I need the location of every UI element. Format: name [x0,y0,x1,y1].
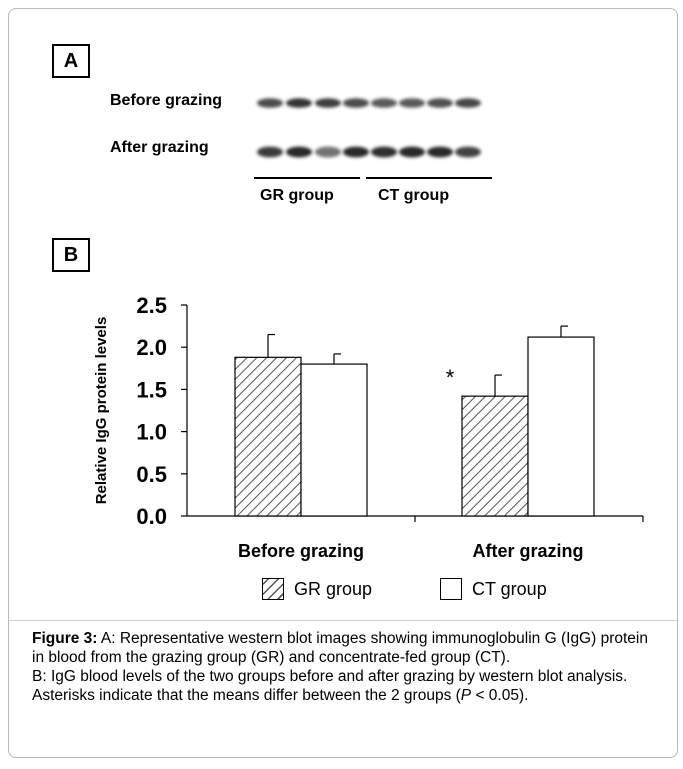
panel-a-label: A [52,44,90,78]
panel-b-label: B [52,238,90,272]
significance-asterisk: * [446,365,455,390]
ct-group-bracket [366,177,492,179]
blot-band-before [371,98,397,108]
figure-caption: Figure 3: A: Representative western blot… [32,629,656,705]
caption-text-a: A: Representative western blot images sh… [32,630,648,666]
caption-text-b: B: IgG blood levels of the two groups be… [32,668,628,704]
legend-swatch-hatched [262,578,284,600]
y-tick-label: 0.0 [136,504,167,529]
blot-band-after [315,146,341,158]
bar-gr [234,356,302,517]
blot-band-before [455,98,481,108]
caption-p-symbol: P [460,687,472,704]
blot-band-before [427,98,453,108]
blot-band-after [371,146,397,158]
caption-paragraph-a: Figure 3: A: Representative western blot… [32,629,656,667]
bar-ct [300,363,368,517]
blot-row-label-before: Before grazing [110,92,223,109]
blot-band-before [315,98,341,108]
bar-ct [527,336,595,517]
blot-band-after [257,146,283,158]
x-category-label: Before grazing [238,541,364,561]
blot-band-after [455,146,481,158]
blot-row-label-after: After grazing [110,139,209,156]
blot-band-before [286,98,312,108]
gr-group-bracket [254,177,360,179]
y-tick-label: 0.5 [136,462,167,487]
caption-figure-label: Figure 3: [32,630,98,647]
bar-gr [461,395,529,517]
blot-band-after [399,146,425,158]
caption-paragraph-b: B: IgG blood levels of the two groups be… [32,667,656,705]
legend-item-gr: GR group [262,578,372,600]
legend-label-gr: GR group [294,578,373,599]
legend-swatch-white [440,578,462,600]
blot-band-after [427,146,453,158]
legend-label-ct: CT group [472,578,547,599]
blot-band-before [343,98,369,108]
blot-band-before [257,98,283,108]
y-tick-label: 2.0 [136,335,167,360]
caption-divider [9,620,677,621]
x-category-label: After grazing [472,541,583,561]
blot-band-after [286,146,312,158]
y-tick-label: 1.0 [136,420,167,445]
y-tick-label: 2.5 [136,293,167,318]
y-axis-label: Relative IgG protein levels [93,317,110,505]
caption-text-b-end: < 0.05). [471,687,529,704]
blot-band-after [343,146,369,158]
blot-group-label-gr: GR group [260,187,334,204]
legend-item-ct: CT group [440,578,547,600]
y-tick-label: 1.5 [136,377,167,402]
blot-group-label-ct: CT group [378,187,450,204]
blot-band-before [399,98,425,108]
